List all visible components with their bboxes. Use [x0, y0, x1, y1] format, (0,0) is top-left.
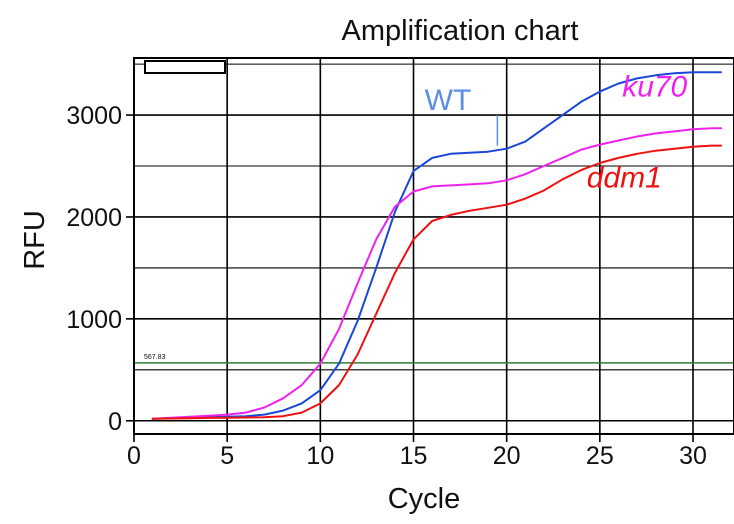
y-axis-ticks: 0 1000 2000 3000 [66, 102, 134, 436]
x-axis-label: Cycle [388, 483, 461, 515]
series-line-ku70 [151, 127, 722, 420]
x-tick-label: 0 [127, 442, 141, 470]
plot-frame [133, 57, 734, 435]
x-tick-label: 10 [306, 442, 334, 470]
series-line-ddm1 [151, 144, 722, 420]
x-tick-label: 25 [586, 442, 614, 470]
y-tick-label: 2000 [66, 204, 122, 232]
x-tick-label: 30 [679, 442, 707, 470]
series-label-ddm1: ddm1 [587, 161, 662, 194]
x-tick-label: 20 [493, 442, 521, 470]
series-lines [151, 71, 722, 420]
grid-lines [134, 58, 734, 434]
y-tick-label: 0 [108, 408, 122, 436]
x-tick-label: 5 [220, 442, 234, 470]
y-tick-label: 3000 [66, 102, 122, 130]
series-labels: WT ku70 ddm1 [425, 71, 688, 195]
series-label-ku70: ku70 [622, 71, 687, 104]
threshold-label: 567.83 [144, 354, 166, 361]
series-line-wt [151, 71, 722, 420]
x-tick-label: 15 [400, 442, 428, 470]
series-label-wt: WT [425, 84, 472, 117]
legend-box [144, 60, 226, 74]
chart-title: Amplification chart [342, 15, 579, 47]
y-axis-label: RFU [19, 210, 51, 270]
y-tick-label: 1000 [66, 306, 122, 334]
x-axis-ticks: 0 5 10 15 20 25 30 [127, 434, 707, 470]
